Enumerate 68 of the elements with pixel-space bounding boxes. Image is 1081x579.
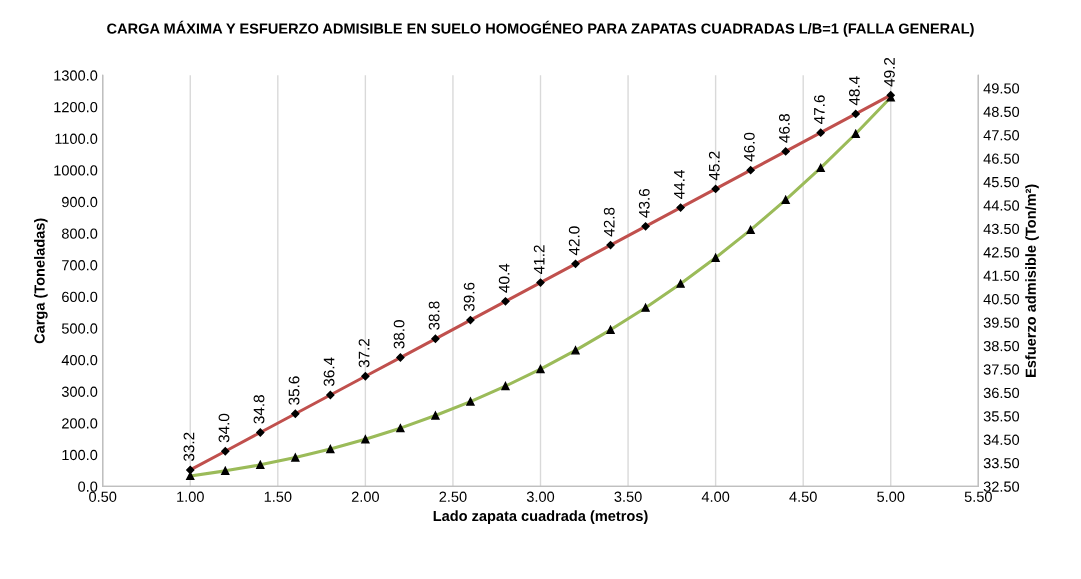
x-tick-label: 5.00: [877, 491, 905, 502]
data-label: 46.8: [778, 113, 790, 143]
y2-tick-label: 44.50: [983, 200, 1020, 211]
data-label: 38.8: [428, 301, 440, 330]
y-tick-label: 900.0: [62, 196, 98, 208]
data-label: 36.4: [323, 357, 335, 387]
x-axis-title: Lado zapata cuadrada (metros): [433, 510, 648, 524]
data-label: 35.6: [288, 376, 300, 405]
y2-axis-title: Esfuerzo admisible (Ton/m²): [1025, 184, 1039, 377]
y2-tick-label: 47.50: [983, 130, 1020, 141]
y-tick-label: 500.0: [61, 323, 98, 334]
y-tick-label: 600.0: [62, 291, 98, 303]
y2-tick-label: 34.50: [983, 434, 1020, 445]
y2-tick-label: 49.50: [983, 83, 1020, 94]
data-label: 48.4: [849, 76, 860, 106]
data-label: 34.8: [253, 395, 265, 424]
y2-tick-label: 46.50: [983, 153, 1020, 164]
y2-tick-label: 42.50: [983, 247, 1020, 258]
y2-tick-label: 35.50: [983, 411, 1020, 422]
data-label: 37.2: [358, 338, 370, 368]
y2-tick-label: 37.50: [983, 364, 1020, 375]
x-tick-label: 2.50: [439, 491, 467, 502]
data-label: 33.2: [183, 432, 195, 462]
y-axis-title: Carga (Toneladas): [34, 218, 48, 344]
x-tick-label: 2.00: [351, 491, 379, 502]
y-tick-label: 700.0: [62, 260, 98, 271]
data-label: 44.4: [674, 169, 685, 199]
x-tick-label: 4.50: [789, 491, 817, 502]
y2-tick-label: 43.50: [983, 223, 1020, 235]
data-label: 40.4: [498, 263, 510, 293]
data-label: 34.0: [218, 413, 230, 443]
data-label: 43.6: [638, 188, 650, 218]
data-label: 42.0: [568, 226, 580, 256]
y-tick-label: 800.0: [61, 228, 98, 239]
y2-tick-label: 32.50: [983, 481, 1020, 492]
y-tick-label: 400.0: [61, 354, 98, 366]
y-tick-label: 0.0: [78, 481, 98, 492]
y-tick-label: 1200.0: [54, 101, 98, 113]
y2-tick-label: 33.50: [983, 458, 1020, 469]
data-label: 38.0: [393, 320, 405, 349]
y-tick-label: 100.0: [62, 449, 98, 461]
x-tick-label: 5.50: [964, 491, 992, 502]
x-tick-label: 1.00: [177, 491, 204, 502]
y2-tick-label: 38.50: [983, 340, 1020, 352]
y2-tick-label: 48.50: [983, 106, 1020, 117]
data-label: 41.2: [533, 245, 545, 274]
x-tick-label: 3.50: [614, 491, 642, 502]
chart-title: CARGA MÁXIMA Y ESFUERZO ADMISIBLE EN SUELO HOMOGÉNEO PARA ZAPATAS CUADRADAS L/B=1 (FALLA GENERAL): [107, 20, 974, 37]
y-tick-label: 1300.0: [54, 70, 98, 81]
data-label: 49.2: [884, 57, 895, 87]
y-tick-label: 200.0: [62, 418, 98, 429]
y2-tick-label: 36.50: [983, 387, 1020, 399]
data-label: 42.8: [603, 207, 615, 237]
x-tick-label: 3.00: [526, 491, 555, 502]
data-label: 46.0: [743, 132, 755, 162]
x-tick-label: 1.50: [264, 491, 292, 502]
y-tick-label: 1100.0: [55, 133, 98, 144]
data-label: 45.2: [708, 151, 720, 181]
y2-tick-label: 39.50: [983, 317, 1020, 328]
y2-tick-label: 45.50: [983, 176, 1020, 188]
y-tick-label: 1000.0: [54, 165, 98, 176]
y2-tick-label: 41.50: [983, 270, 1020, 281]
y2-tick-label: 40.50: [983, 294, 1020, 305]
x-tick-label: 0.50: [89, 491, 117, 502]
x-tick-label: 4.00: [701, 491, 730, 502]
data-label: 47.6: [813, 95, 825, 124]
y-tick-label: 300.0: [61, 386, 98, 397]
data-label: 39.6: [463, 282, 475, 312]
